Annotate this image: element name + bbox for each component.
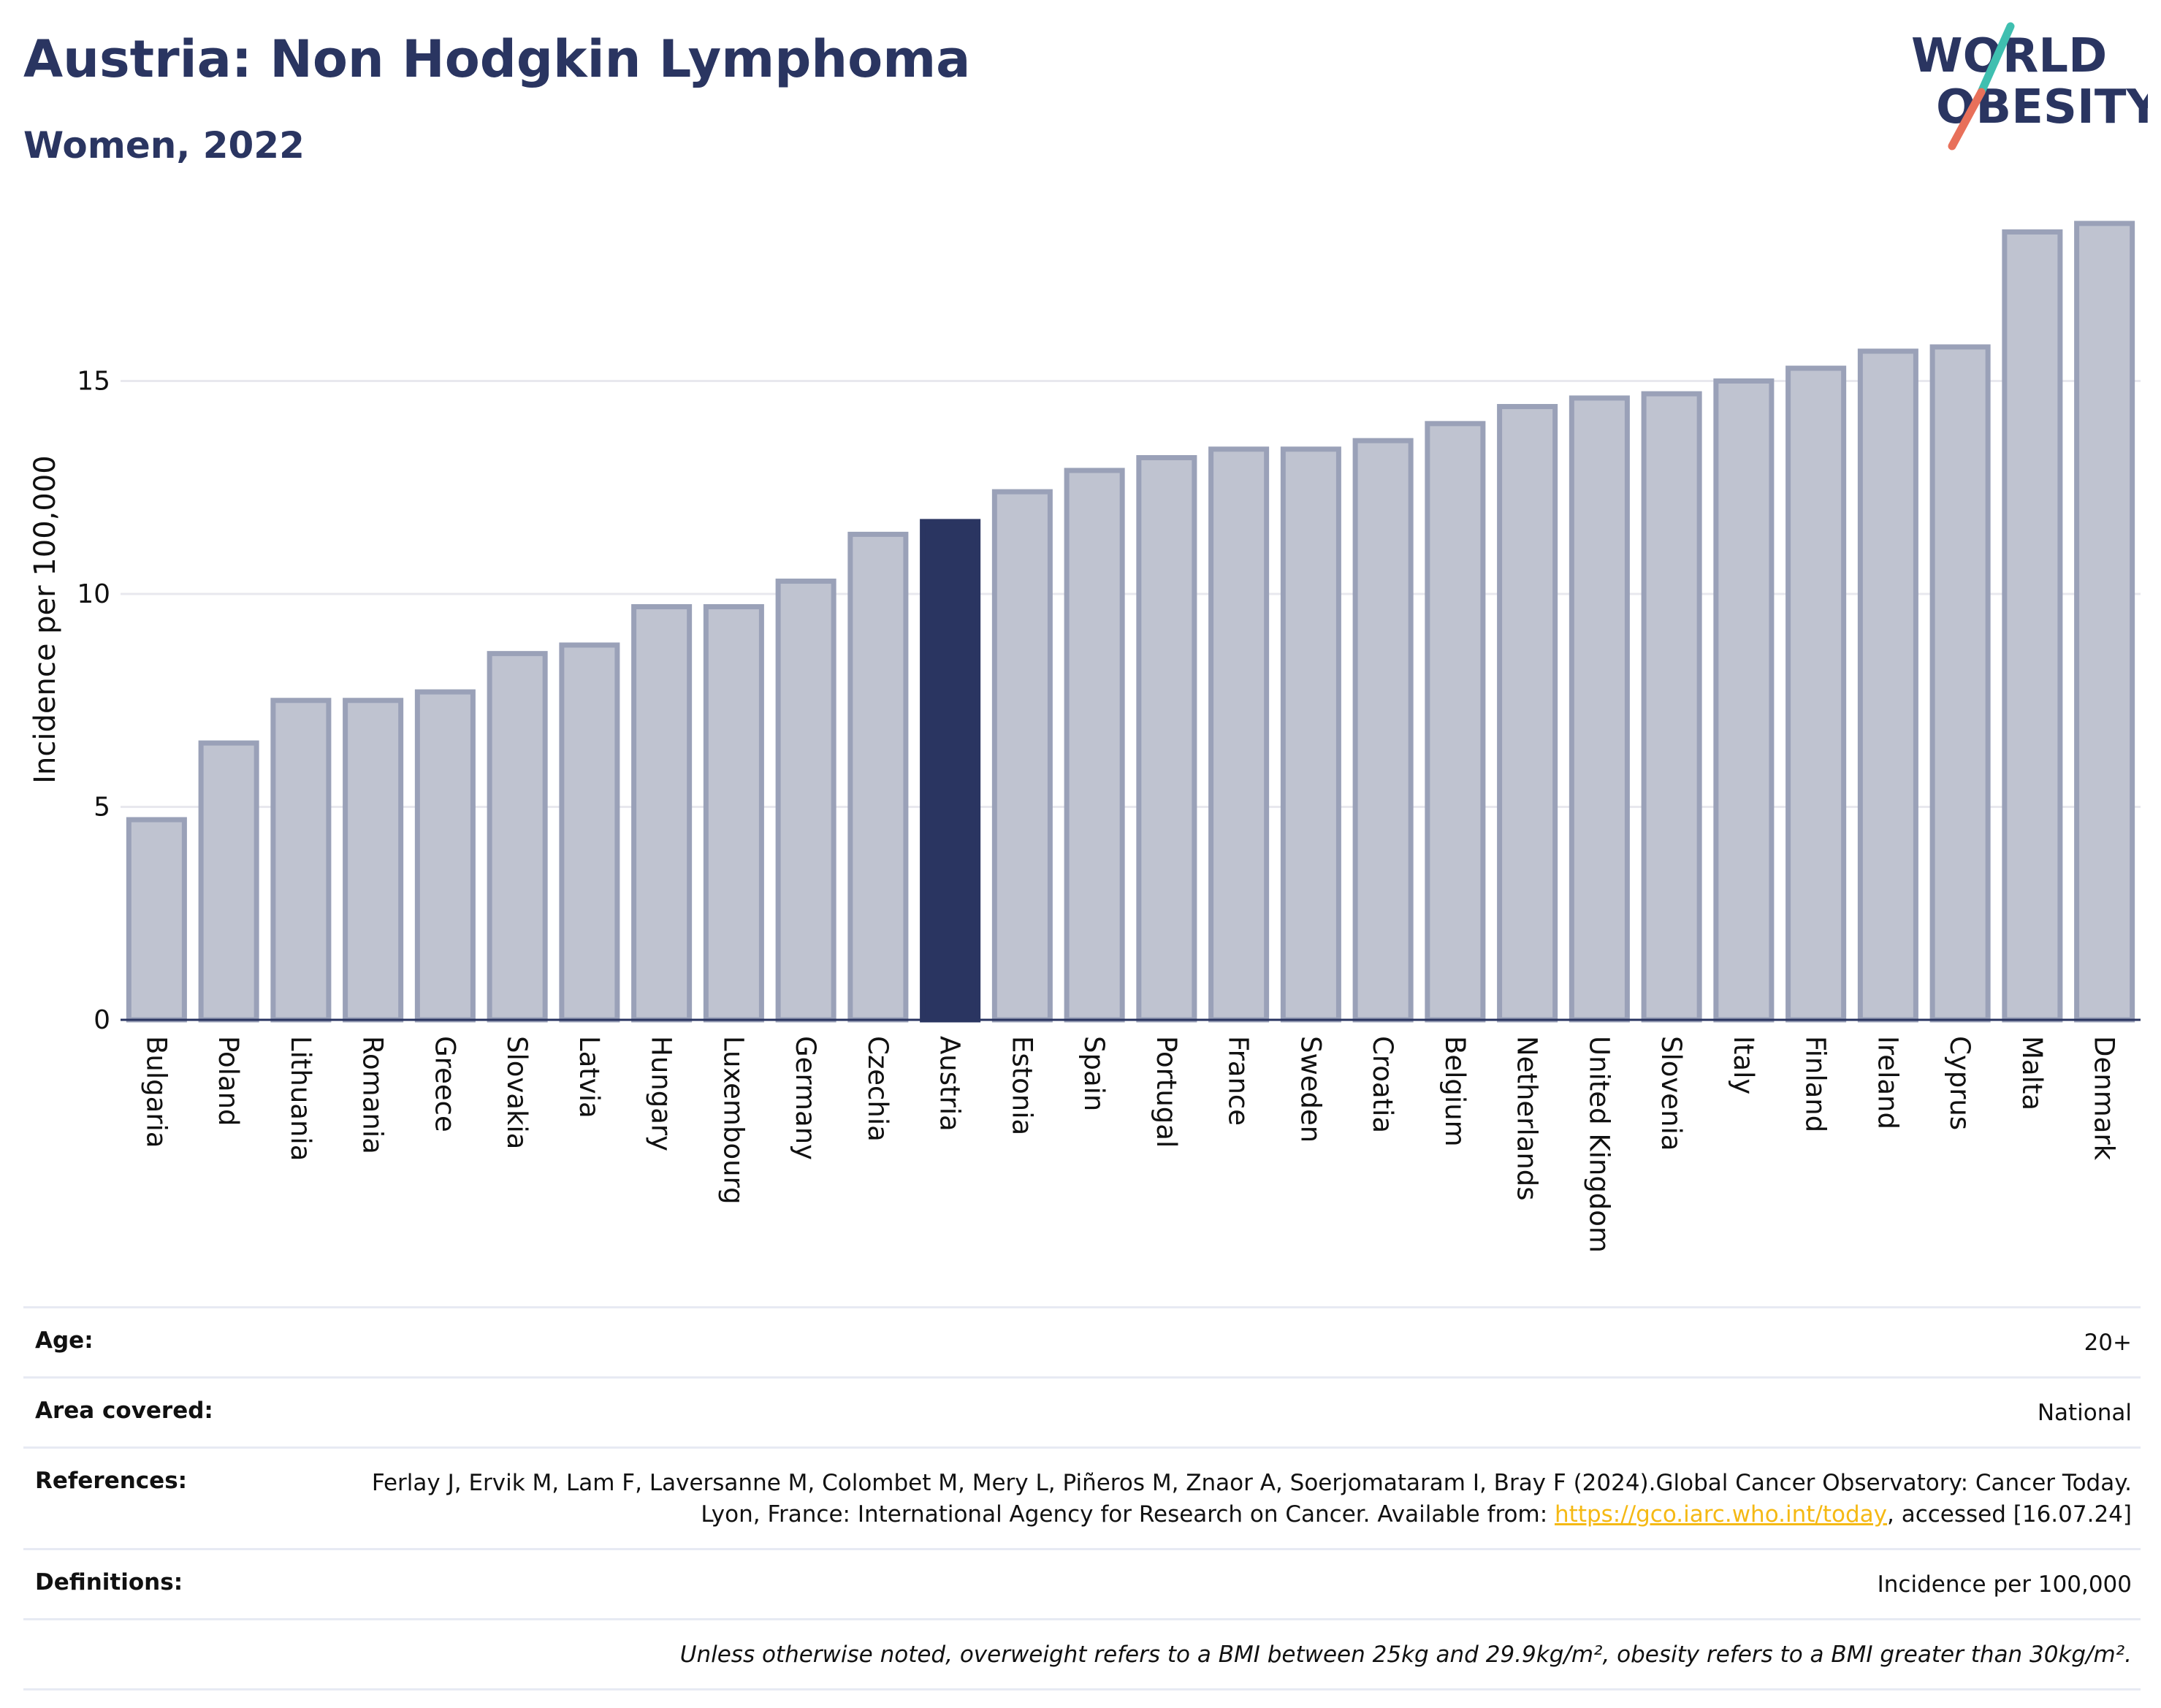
y-tick-label: 10 xyxy=(77,579,110,609)
page-subtitle: Women, 2022 xyxy=(23,124,305,167)
references-suffix: , accessed [16.07.24] xyxy=(1886,1501,2132,1528)
bar-croatia xyxy=(1352,438,1414,1023)
logo-slash-top xyxy=(1977,22,2015,96)
age-value: 20+ xyxy=(2084,1330,2132,1356)
bar-austria xyxy=(920,519,981,1023)
x-tick-label: Netherlands xyxy=(1512,1036,1543,1201)
references-link[interactable]: https://gco.iarc.who.int/today xyxy=(1555,1501,1887,1528)
x-tick-label: Czechia xyxy=(862,1036,893,1142)
x-tick-label: Bulgaria xyxy=(140,1036,172,1148)
info-row-area: Area covered: National xyxy=(23,1376,2141,1446)
page-title: Austria: Non Hodgkin Lymphoma xyxy=(23,29,971,89)
bar-bulgaria xyxy=(126,817,187,1023)
bar-portugal xyxy=(1136,454,1197,1023)
y-axis-ticks: 0 5 10 15 xyxy=(77,367,110,1035)
x-tick-label: Austria xyxy=(934,1036,966,1132)
x-tick-label: Germany xyxy=(790,1036,821,1160)
bar-estonia xyxy=(991,489,1053,1023)
area-label: Area covered: xyxy=(35,1398,213,1424)
x-tick-label: Malta xyxy=(2016,1036,2048,1110)
bar-slovenia xyxy=(1641,391,1702,1023)
bar-chart: 0 5 10 15 Bulgaria Poland Lithuania Romania Gre… xyxy=(28,221,2141,1253)
x-tick-label: Denmark xyxy=(2089,1036,2120,1161)
x-axis-ticks: Bulgaria Poland Lithuania Romania Greece Slov… xyxy=(140,1036,2119,1253)
info-row-age: Age: 20+ xyxy=(23,1306,2141,1376)
x-tick-label: Finland xyxy=(1800,1036,1832,1132)
references-label: References: xyxy=(35,1468,188,1494)
x-tick-label: Slovenia xyxy=(1655,1036,1687,1151)
x-tick-label: France xyxy=(1223,1036,1254,1126)
bar-belgium xyxy=(1425,421,1486,1023)
info-row-definitions: Definitions: Incidence per 100,000 xyxy=(23,1548,2141,1618)
bar-finland xyxy=(1785,365,1847,1023)
info-row-note: Unless otherwise noted, overweight refer… xyxy=(23,1618,2141,1690)
x-tick-label: Luxembourg xyxy=(717,1036,749,1205)
x-tick-label: Hungary xyxy=(646,1036,677,1151)
bar-france xyxy=(1208,446,1270,1023)
x-tick-label: Greece xyxy=(429,1036,460,1132)
y-tick-label: 15 xyxy=(77,367,110,397)
x-tick-label: Croatia xyxy=(1367,1036,1398,1133)
bar-sweden xyxy=(1280,446,1341,1023)
x-tick-label: Estonia xyxy=(1006,1036,1037,1135)
bar-slovakia xyxy=(487,651,548,1023)
x-tick-label: United Kingdom xyxy=(1583,1036,1615,1253)
x-tick-label: Latvia xyxy=(573,1036,605,1118)
bar-romania xyxy=(343,698,404,1023)
bar-ireland xyxy=(1857,348,1918,1023)
bar-united-kingdom xyxy=(1569,395,1630,1023)
bar-netherlands xyxy=(1497,404,1558,1023)
definitions-label: Definitions: xyxy=(35,1569,183,1595)
bar-latvia xyxy=(559,642,620,1023)
x-tick-label: Portugal xyxy=(1151,1036,1182,1148)
world-obesity-logo: WORLD OBESITY xyxy=(1911,22,2148,150)
logo-slash-bottom xyxy=(1948,88,1986,150)
bar-malta xyxy=(2002,229,2063,1023)
age-label: Age: xyxy=(35,1327,94,1354)
x-tick-label: Ireland xyxy=(1872,1036,1903,1129)
x-tick-label: Slovakia xyxy=(501,1036,533,1149)
bars-layer xyxy=(126,221,2135,1023)
definitions-value: Incidence per 100,000 xyxy=(1877,1571,2132,1598)
x-tick-label: Cyprus xyxy=(1944,1036,1975,1130)
bar-italy xyxy=(1713,378,1775,1023)
x-tick-label: Sweden xyxy=(1295,1036,1326,1143)
bar-cyprus xyxy=(1929,344,1991,1023)
info-table: Age: 20+ Area covered: National Referenc… xyxy=(23,1306,2141,1690)
x-tick-label: Romania xyxy=(357,1036,389,1154)
x-tick-label: Spain xyxy=(1078,1036,1110,1111)
bar-lithuania xyxy=(270,698,332,1023)
bar-spain xyxy=(1064,468,1125,1023)
x-tick-label: Lithuania xyxy=(285,1036,316,1161)
bmi-note: Unless otherwise noted, overweight refer… xyxy=(679,1642,2132,1668)
references-value: Ferlay J, Ervik M, Lam F, Laversanne M, … xyxy=(305,1468,2132,1530)
bar-germany xyxy=(775,579,836,1023)
y-axis-label: Incidence per 100,000 xyxy=(28,455,62,784)
bar-czechia xyxy=(847,531,909,1023)
bar-greece xyxy=(414,689,476,1023)
y-tick-label: 0 xyxy=(94,1005,110,1035)
x-tick-label: Belgium xyxy=(1439,1036,1471,1147)
bar-poland xyxy=(198,740,259,1023)
logo-text-obesity: OBESITY xyxy=(1936,80,2148,134)
bar-hungary xyxy=(631,604,693,1023)
area-value: National xyxy=(2037,1400,2132,1426)
x-tick-label: Italy xyxy=(1728,1036,1759,1094)
bar-luxembourg xyxy=(703,604,764,1023)
info-row-references: References: Ferlay J, Ervik M, Lam F, La… xyxy=(23,1446,2141,1548)
y-tick-label: 5 xyxy=(94,793,110,823)
bar-denmark xyxy=(2074,221,2135,1023)
x-tick-label: Poland xyxy=(213,1036,244,1126)
references-text: Ferlay J, Ervik M, Lam F, Laversanne M, … xyxy=(371,1470,2132,1528)
